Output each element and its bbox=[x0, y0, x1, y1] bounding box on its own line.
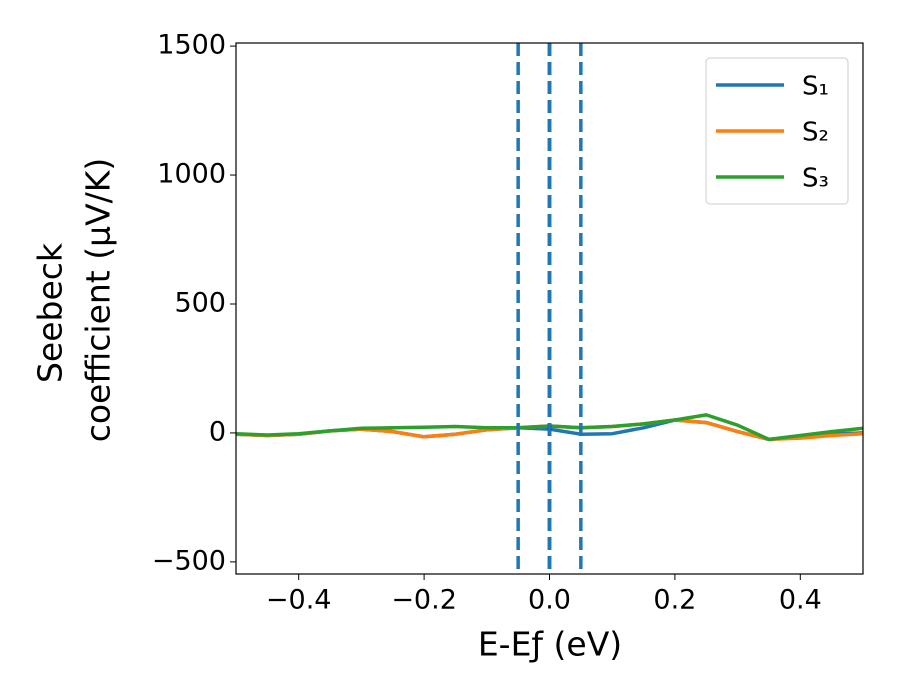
x-tick-label: 0.4 bbox=[779, 585, 822, 616]
x-axis-label: E-Eƒ (eV) bbox=[478, 625, 622, 664]
y-tick-label: −500 bbox=[152, 545, 226, 576]
x-tick-label: −0.4 bbox=[266, 585, 332, 616]
y-tick-label: 1500 bbox=[157, 30, 226, 61]
y-tick-label: 1000 bbox=[157, 159, 226, 190]
plot-frame bbox=[235, 42, 864, 575]
y-axis-label: Seebeck bbox=[31, 242, 70, 383]
x-tick-label: 0.0 bbox=[528, 585, 571, 616]
legend-label: S₃ bbox=[802, 164, 829, 194]
y-axis-label: coefficient (μV/K) bbox=[79, 158, 118, 443]
legend-label: S₁ bbox=[802, 72, 829, 102]
legend-label: S₂ bbox=[802, 118, 829, 148]
y-tick-label: 500 bbox=[174, 287, 226, 318]
y-tick-label: 0 bbox=[209, 416, 226, 447]
x-tick-label: −0.2 bbox=[391, 585, 457, 616]
x-tick-label: 0.2 bbox=[653, 585, 696, 616]
